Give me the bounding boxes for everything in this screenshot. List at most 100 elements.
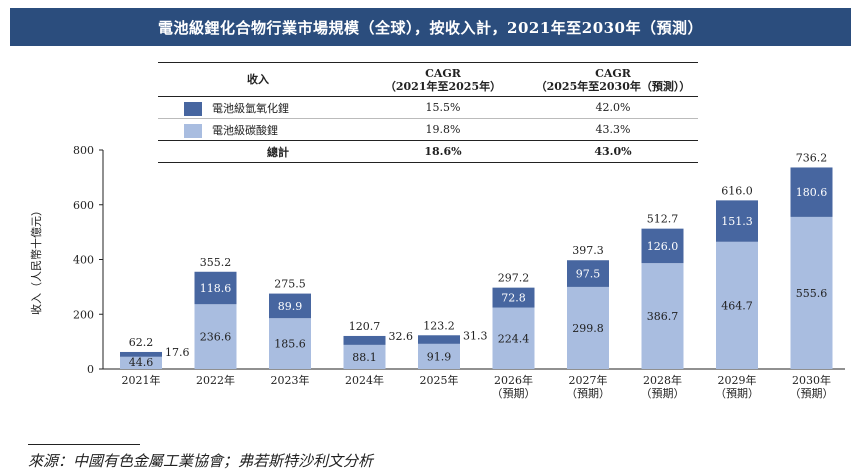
cagr-table-header: 收入 CAGR （2021年至2025年） CAGR （2025年至2030年（… [158, 62, 698, 97]
data-label-carbonate: 88.1 [352, 351, 377, 364]
data-label-hydroxide: 32.6 [389, 330, 414, 343]
bar-carbonate [716, 241, 758, 369]
data-label-hydroxide: 126.0 [647, 240, 679, 253]
data-label-total: 355.2 [200, 256, 232, 269]
bar-hydroxide [716, 200, 758, 242]
bar-hydroxide [641, 228, 684, 264]
bar-hydroxide [343, 335, 386, 345]
data-label-total: 616.0 [721, 184, 753, 197]
y-tick-label: 0 [87, 363, 94, 376]
data-label-carbonate: 44.6 [129, 356, 154, 369]
bar-carbonate [194, 304, 237, 369]
x-tick-label: 2024年 [345, 373, 384, 387]
y-tick-label: 200 [73, 308, 94, 321]
data-label-hydroxide: 72.8 [501, 292, 526, 305]
data-label-hydroxide: 97.5 [576, 268, 601, 281]
chart-title: 電池級鋰化合物行業市場規模（全球），按收入計，2021年至2030年（預測） [10, 8, 851, 46]
data-label-carbonate: 555.6 [796, 287, 828, 300]
data-label-carbonate: 464.7 [721, 299, 753, 312]
data-label-total: 120.7 [349, 320, 381, 333]
bar-carbonate [120, 356, 162, 369]
x-tick-label: 2021年 [122, 373, 161, 387]
data-label-total: 62.2 [129, 336, 154, 349]
data-label-carbonate: 236.6 [200, 331, 232, 344]
data-label-carbonate: 386.7 [647, 310, 679, 323]
data-label-total: 297.2 [498, 272, 530, 285]
data-label-carbonate: 185.6 [274, 338, 306, 351]
table-row-hydroxide: 電池級氫氧化鋰 15.5% 42.0% [158, 97, 698, 119]
header-cagr1-line1: CAGR [425, 66, 461, 80]
x-tick-label: 2029年 [718, 373, 757, 387]
table-row-total: 總計 18.6% 43.0% [158, 140, 698, 163]
bar-carbonate [343, 344, 386, 369]
data-label-total: 512.7 [647, 213, 679, 226]
y-axis-label: 收入（人民幣十億元） [30, 205, 43, 315]
bar-carbonate [418, 343, 460, 369]
header-cagr-2021-2025: CAGR （2021年至2025年） [358, 63, 528, 97]
x-tick-label: （預期） [790, 387, 834, 400]
data-label-carbonate: 91.9 [427, 350, 452, 363]
data-label-total: 736.2 [796, 151, 828, 164]
bar-hydroxide [194, 271, 237, 305]
data-label-carbonate: 299.8 [572, 322, 604, 335]
bar-carbonate [492, 307, 535, 369]
table-row-carbonate: 電池級碳酸鋰 19.8% 43.3% [158, 118, 698, 141]
x-tick-label: 2030年 [792, 373, 831, 387]
row-name: 電池級碳酸鋰 [212, 123, 278, 137]
y-tick-label: 600 [73, 199, 94, 212]
data-label-hydroxide: 118.6 [200, 282, 232, 295]
x-tick-label: 2022年 [196, 373, 235, 387]
data-label-hydroxide: 31.3 [463, 329, 488, 342]
data-label-hydroxide: 17.6 [165, 346, 190, 359]
bar-carbonate [567, 286, 609, 369]
bar-hydroxide [120, 351, 162, 357]
bar-hydroxide [790, 167, 833, 217]
row-name: 電池級氫氧化鋰 [212, 101, 289, 115]
header-cagr1-line2: （2021年至2025年） [384, 79, 502, 93]
x-tick-label: （預期） [641, 387, 685, 400]
row-cagr2: 43.3% [595, 123, 631, 136]
data-label-hydroxide: 151.3 [721, 215, 753, 228]
header-revenue: 收入 [247, 73, 269, 86]
data-label-carbonate: 224.4 [498, 332, 530, 345]
bar-carbonate [269, 318, 311, 369]
bar-chart: 0 200 400 600 800 44.6 17.6 62.2 2021年 236.6 118.6… [73, 144, 845, 400]
total-cagr1: 18.6% [424, 145, 462, 158]
total-cagr2: 43.0% [594, 145, 632, 158]
row-cagr2: 42.0% [595, 101, 631, 114]
row-cagr1: 15.5% [425, 101, 461, 114]
legend-swatch-hydroxide [184, 101, 202, 116]
x-tick-label: 2028年 [643, 373, 682, 387]
bar-hydroxide [418, 335, 460, 344]
row-cagr1: 19.8% [425, 123, 461, 136]
y-tick-label: 400 [73, 254, 94, 267]
cagr-table: 收入 CAGR （2021年至2025年） CAGR （2025年至2030年（… [158, 62, 698, 163]
bar-hydroxide [269, 293, 311, 319]
header-cagr-2025-2030: CAGR （2025年至2030年（預測）） [528, 63, 698, 97]
row-name-cell: 電池級碳酸鋰 [158, 119, 358, 141]
bar-hydroxide [567, 260, 609, 287]
total-name: 總計 [267, 145, 289, 159]
row-name-cell: 電池級氫氧化鋰 [158, 97, 358, 119]
y-tick-label: 800 [73, 144, 94, 157]
bar-carbonate [641, 263, 684, 369]
data-label-hydroxide: 89.9 [278, 300, 303, 313]
x-tick-label: （預期） [492, 387, 536, 400]
bar-hydroxide [492, 287, 535, 308]
bar-carbonate [790, 216, 833, 369]
source-note: 來源：中國有色金屬工業協會；弗若斯特沙利文分析 [28, 452, 374, 470]
x-tick-label: （預期） [715, 387, 759, 400]
source-divider [28, 444, 140, 445]
header-cagr2-line1: CAGR [595, 66, 631, 80]
data-label-total: 123.2 [423, 319, 455, 332]
x-tick-label: 2027年 [569, 373, 608, 387]
x-tick-label: 2025年 [420, 373, 459, 387]
x-tick-label: 2026年 [494, 373, 533, 387]
legend-swatch-carbonate [184, 123, 202, 138]
header-cagr2-line2: （2025年至2030年（預測）） [535, 79, 691, 93]
data-label-hydroxide: 180.6 [796, 186, 828, 199]
x-tick-label: （預期） [566, 387, 610, 400]
data-label-total: 397.3 [572, 244, 604, 257]
x-tick-label: 2023年 [271, 373, 310, 387]
data-label-total: 275.5 [274, 278, 306, 291]
